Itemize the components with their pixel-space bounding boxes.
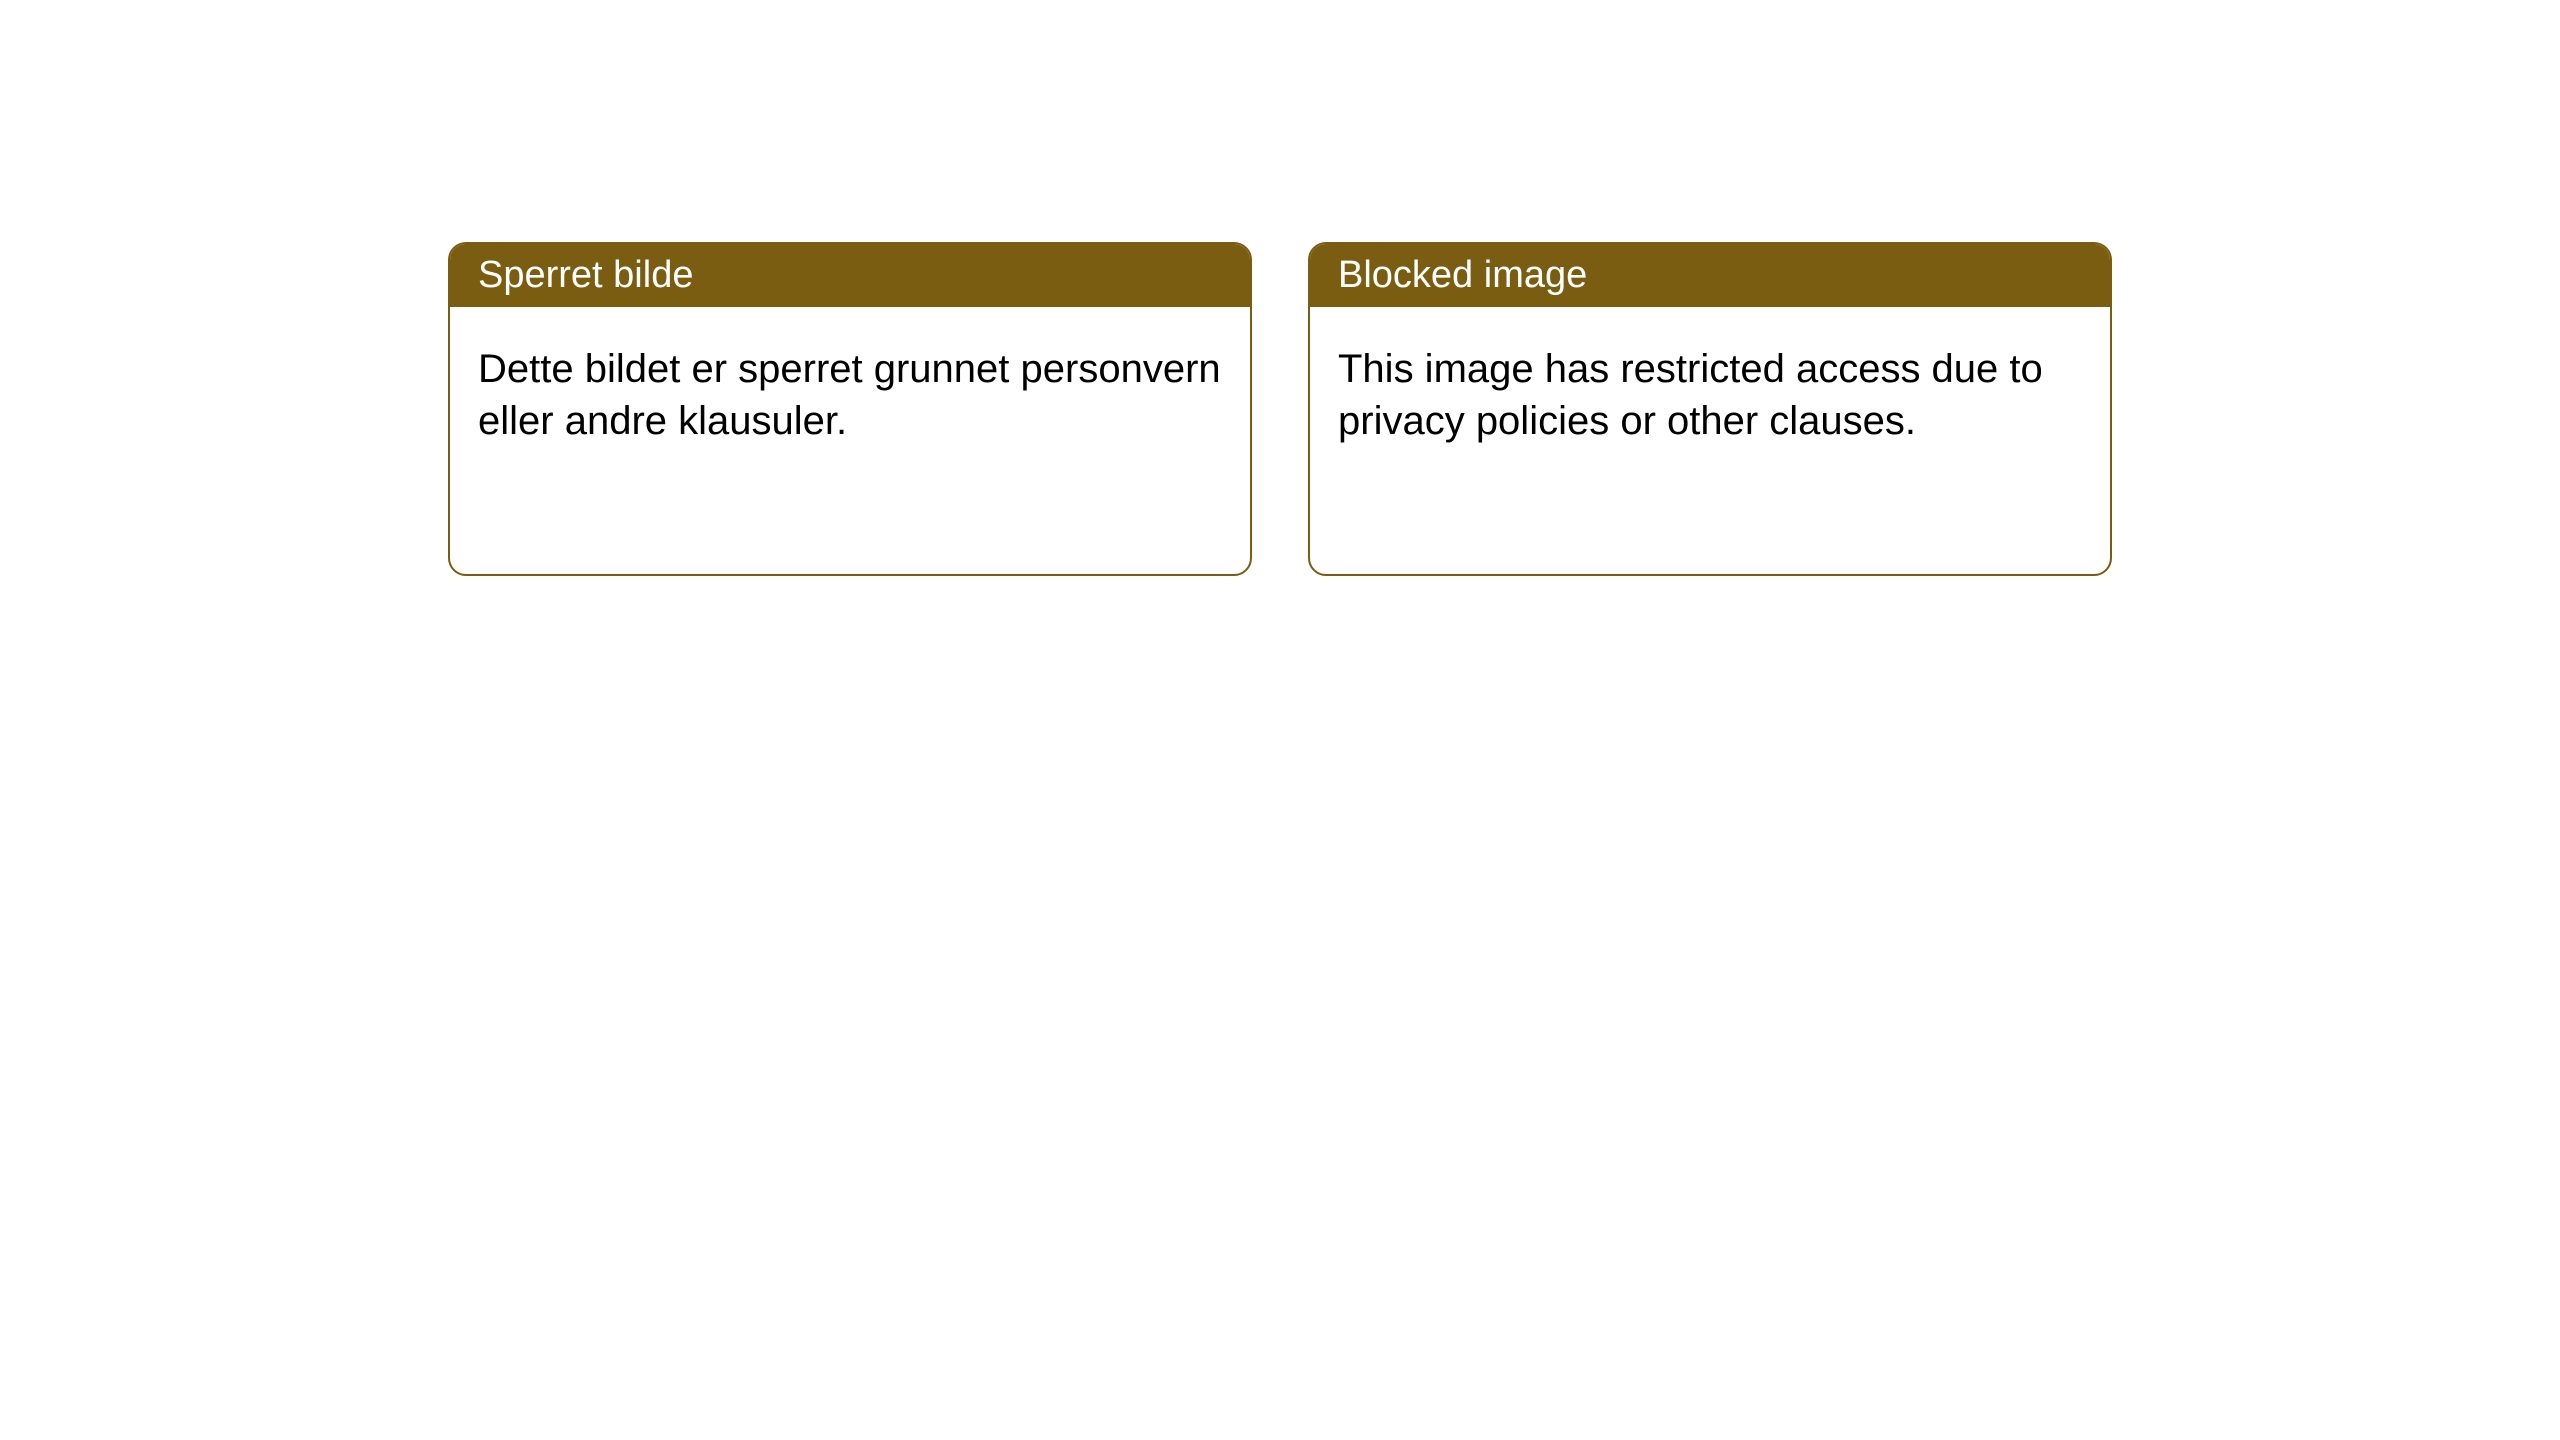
card-body: This image has restricted access due to … bbox=[1310, 307, 2110, 483]
notice-card-english: Blocked image This image has restricted … bbox=[1308, 242, 2112, 576]
card-body-text: This image has restricted access due to … bbox=[1338, 347, 2043, 443]
card-title: Sperret bilde bbox=[478, 254, 693, 296]
card-body: Dette bildet er sperret grunnet personve… bbox=[450, 307, 1250, 483]
notice-card-norwegian: Sperret bilde Dette bildet er sperret gr… bbox=[448, 242, 1252, 576]
card-header: Sperret bilde bbox=[450, 244, 1250, 307]
card-header: Blocked image bbox=[1310, 244, 2110, 307]
notice-container: Sperret bilde Dette bildet er sperret gr… bbox=[0, 0, 2560, 576]
card-title: Blocked image bbox=[1338, 254, 1587, 296]
card-body-text: Dette bildet er sperret grunnet personve… bbox=[478, 347, 1221, 443]
